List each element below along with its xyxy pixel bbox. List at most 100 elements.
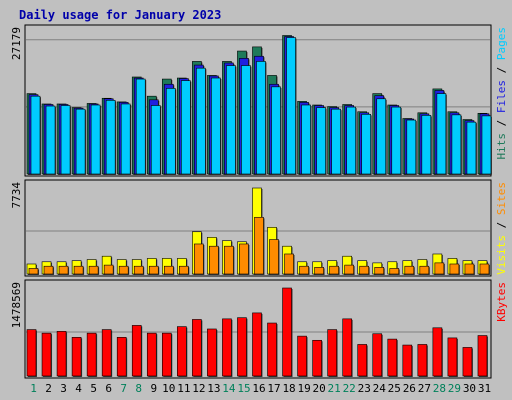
x-tick-label: 18 [282, 382, 295, 395]
bar-pages-day-28 [436, 93, 447, 175]
x-tick-label: 20 [313, 382, 326, 395]
bar-pages-day-4 [75, 108, 86, 175]
bar-sites-day-31 [479, 263, 490, 275]
bar-pages-day-14 [226, 65, 236, 175]
legend-entry-visits: Visits [495, 235, 508, 275]
bar-kbytes-day-6 [101, 329, 112, 377]
bar-pages-day-6 [105, 100, 116, 175]
x-tick-label: 13 [207, 382, 220, 395]
x-tick-label: 9 [150, 382, 157, 395]
bar-kbytes-day-2 [41, 332, 52, 377]
bar-sites-day-3 [58, 265, 69, 275]
x-tick-label: 27 [418, 382, 431, 395]
bar-pages-day-5 [90, 104, 101, 175]
x-tick-label: 4 [75, 382, 82, 395]
bar-kbytes-day-22 [342, 318, 352, 377]
bar-sites-day-12 [194, 243, 204, 275]
bar-pages-day-22 [346, 106, 356, 175]
x-tick-label: 16 [252, 382, 265, 395]
bar-pages-day-30 [466, 121, 477, 175]
bar-kbytes-day-14 [222, 318, 232, 377]
bar-kbytes-day-3 [56, 331, 67, 377]
panel-visits-sites: 7734 Visits / Sites [10, 179, 508, 277]
bar-sites-day-16 [254, 216, 264, 275]
bar-kbytes-day-1 [26, 329, 37, 377]
legend-entry-sites: Sites [495, 182, 508, 215]
x-tick-label: 21 [328, 382, 341, 395]
panel-max-label: 7734 [10, 182, 23, 209]
x-tick-label: 6 [105, 382, 112, 395]
x-tick-label: 7 [120, 382, 127, 395]
bar-kbytes-day-19 [297, 335, 307, 377]
bar-sites-day-4 [73, 265, 84, 275]
bar-sites-day-21 [329, 265, 339, 275]
bar-pages-day-21 [331, 108, 341, 175]
bar-kbytes-day-7 [116, 337, 127, 377]
panel-legend: Visits / Sites [495, 182, 508, 275]
bar-pages-day-12 [196, 67, 206, 175]
bar-pages-day-1 [30, 95, 41, 175]
bar-sites-day-22 [344, 264, 354, 275]
x-tick-label: 15 [237, 382, 250, 395]
bar-kbytes-day-15 [237, 317, 247, 377]
chart-panels: 27179 Hits / Files / Pages 7734 Visits / Si… [10, 24, 508, 379]
panel-legend: Hits / Files / Pages [495, 27, 508, 160]
x-tick-label: 22 [343, 382, 356, 395]
bar-sites-day-8 [133, 265, 144, 275]
x-axis-day-labels: 1 2 3 4 5 6 7 8 9 10 11 12 13 14 15 16 17 18 19 20 21 22 23 24 2… [30, 382, 491, 395]
legend-entry-kbytes: KBytes [495, 282, 508, 322]
bars-kbytes [26, 287, 488, 377]
bar-pages-day-13 [211, 77, 221, 175]
bar-sites-day-5 [88, 265, 99, 275]
bar-pages-day-19 [301, 104, 311, 175]
bar-kbytes-day-28 [432, 327, 443, 377]
bar-kbytes-day-21 [327, 329, 337, 377]
bar-pages-day-7 [120, 103, 131, 175]
panel-hits-files-pages: 27179 Hits / Files / Pages [10, 24, 508, 177]
bar-pages-day-11 [181, 80, 191, 175]
x-tick-label: 28 [433, 382, 446, 395]
bar-sites-day-30 [464, 263, 475, 275]
bar-pages-day-26 [406, 119, 417, 175]
x-tick-label: 31 [478, 382, 491, 395]
legend-separator: / [495, 215, 508, 235]
bar-pages-day-25 [391, 106, 402, 175]
x-tick-label: 11 [177, 382, 190, 395]
bar-pages-day-17 [271, 86, 281, 175]
bar-kbytes-day-12 [192, 319, 202, 377]
x-tick-label: 12 [192, 382, 205, 395]
bar-sites-day-20 [314, 267, 324, 275]
bar-pages-day-29 [451, 114, 462, 175]
panel-max-label: 27179 [10, 27, 23, 60]
bar-kbytes-day-8 [131, 325, 142, 377]
x-tick-label: 10 [162, 382, 175, 395]
bar-sites-day-14 [224, 245, 234, 275]
bar-sites-day-6 [103, 264, 114, 275]
bars-visits-sites [26, 187, 490, 275]
bar-kbytes-day-31 [477, 335, 488, 377]
x-tick-label: 8 [135, 382, 142, 395]
bar-sites-day-27 [419, 265, 430, 275]
legend-entry-files: Files [495, 80, 508, 113]
x-tick-label: 25 [388, 382, 401, 395]
bar-kbytes-day-20 [312, 339, 322, 377]
x-tick-label: 3 [60, 382, 67, 395]
legend-entry-hits: Hits [495, 133, 508, 160]
bar-pages-day-20 [316, 107, 326, 175]
bar-kbytes-day-25 [387, 338, 398, 377]
bar-sites-day-10 [163, 265, 174, 275]
x-tick-label: 14 [222, 382, 236, 395]
x-tick-label: 17 [267, 382, 280, 395]
bar-kbytes-day-4 [71, 337, 82, 377]
bar-pages-day-3 [60, 105, 71, 175]
bar-pages-day-31 [481, 115, 492, 175]
panel-legend: KBytes [495, 282, 508, 322]
x-tick-label: 24 [373, 382, 387, 395]
x-tick-label: 23 [358, 382, 371, 395]
bar-sites-day-19 [299, 265, 309, 275]
bar-kbytes-day-29 [447, 337, 458, 377]
bar-sites-day-13 [209, 245, 219, 275]
bar-kbytes-day-30 [462, 347, 473, 377]
bar-sites-day-15 [239, 243, 249, 275]
bar-sites-day-17 [269, 239, 279, 275]
